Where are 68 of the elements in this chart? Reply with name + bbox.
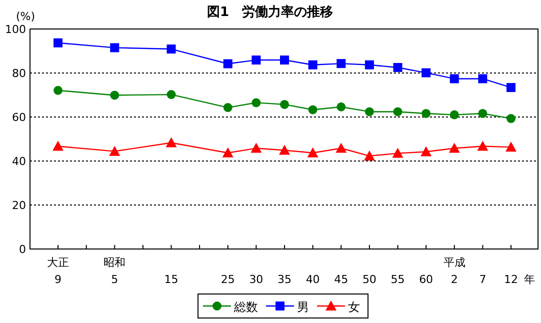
y-tick-label: 40 [12,155,26,168]
point [109,146,120,156]
point [420,146,432,156]
point [393,107,402,116]
point [450,110,459,120]
point [307,147,318,158]
y-tick-label: 0 [19,243,26,256]
x-tick-label: 7 [479,273,486,286]
point [280,100,289,109]
point [364,60,374,70]
point [506,83,516,92]
xlabel: 年 [524,273,535,286]
x-tick-label: 45 [334,273,348,286]
point [279,144,290,155]
point [250,142,262,153]
point [308,105,318,114]
point [450,74,459,84]
point [422,68,431,78]
x-tick-label: 30 [249,273,264,286]
x-tick-label: 40 [306,273,320,286]
x-tick-label: 12 [504,273,518,286]
point [336,102,346,112]
point [252,98,261,108]
point [422,108,431,118]
point [223,59,232,68]
x-tick-label: 50 [362,273,376,286]
point [336,142,347,153]
point [364,150,375,160]
ylabel: (%) [16,10,36,23]
point [252,56,261,65]
point [506,114,516,124]
x-tick-label: 25 [220,273,235,286]
point [478,74,488,84]
point [280,56,289,65]
point [392,148,404,158]
point [308,60,318,70]
point [448,142,460,153]
x-tick-label: 昭和 5 [104,256,126,286]
y-tick-label: 80 [12,67,26,80]
point [506,142,516,152]
point [52,140,64,151]
x-tick-label: 大正 9 [47,256,69,286]
x-tick-label: 平成 2 [443,256,466,286]
y-tick-label: 20 [12,199,26,212]
point [110,43,120,52]
legend-label: 男 [297,300,309,314]
y-tick-label: 100 [5,23,26,36]
point [336,59,346,68]
point [54,38,62,48]
point [478,108,488,118]
y-tick-label: 60 [12,111,26,124]
legend-label: 女 [348,300,360,314]
point [393,63,402,72]
point [166,44,176,54]
point [364,107,374,116]
x-tick-label: 35 [278,273,292,286]
point [223,103,232,112]
x-tick-label: 55 [390,273,405,286]
point [54,86,62,95]
title: 図1 労働力率の推移 [206,5,334,20]
point [110,90,120,100]
point [477,140,488,151]
x-tick-label: 60 [419,273,434,286]
point [166,137,177,148]
x-tick-label: 15 [164,273,178,286]
legend-label: 総数 [233,300,258,314]
point [222,147,234,158]
point [166,90,176,100]
